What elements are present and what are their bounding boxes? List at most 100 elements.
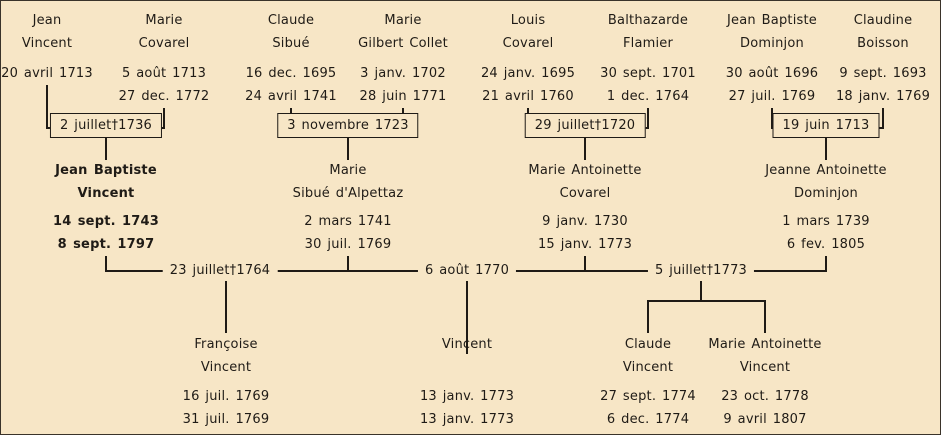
gen1-wife4-name: Claudine Boisson [854,9,913,55]
date-line: 24 janv. 1695 [480,66,576,81]
name-line: Marie [384,13,422,28]
name-line: Claude [267,13,315,28]
marriage-date-box: 2 juillet†1736 [49,113,163,138]
connector-line [105,256,107,272]
name-line: Jean [32,13,62,28]
date-line: 24 avril 1741 [245,89,337,104]
gen1-wife2-dates: 3 janv. 1702 28 juin 1771 [360,62,447,108]
date-line: 6 fev. 1805 [786,237,866,252]
name-line: Covarel [559,186,611,201]
date-line: 21 avril 1760 [482,89,574,104]
name-line: Françoise [194,337,258,352]
gen1-husband1-dates: 20 avril 1713 [1,62,93,85]
date-line: 1 mars 1739 [782,214,870,229]
name-line: Claude [624,337,672,352]
date-line: 15 janv. 1773 [537,237,633,252]
connector-line [347,256,349,272]
gen1-husband1-name: Jean Vincent [22,9,72,55]
name-line: Jeanne Antoinette [765,163,887,178]
connector-line [771,108,773,129]
descent-line [466,272,468,354]
name-line: Louis [510,13,546,28]
name-line: Vincent [441,337,493,352]
connector-line [882,108,884,129]
gen2-person1-dates: 14 sept. 1743 8 sept. 1797 [53,210,159,256]
date-line: 27 sept. 1774 [600,389,696,404]
gen1-wife2-name: Marie Gilbert Collet [358,9,448,55]
name-line: Vincent [200,360,252,375]
name-line: Flamier [622,36,674,51]
gen2-person3-dates: 9 janv. 1730 15 janv. 1773 [538,210,632,256]
connector-line [46,85,48,129]
descent-line [764,301,766,333]
marriage-date-box: 29 juillet†1720 [524,113,646,138]
gen2-person4-dates: 1 mars 1739 6 fev. 1805 [782,210,870,256]
date-line: 28 juin 1771 [359,89,447,104]
name-line: Covarel [138,36,190,51]
connector-line [647,108,649,129]
marriage-date-label: 23 juillet†1764 [162,261,278,281]
gen1-husband3-name: Louis Covarel [503,9,554,55]
gen1-wife1-name: Marie Covarel [139,9,190,55]
gen3-child4-dates: 23 oct. 1778 9 avril 1807 [721,385,809,431]
name-line: Jean Baptiste [727,13,817,28]
name-line: Gilbert Collet [358,36,448,51]
marriage-date-label: 5 juillet†1773 [647,261,755,281]
connector-line [163,108,165,129]
name-line: Marie Antoinette [528,163,642,178]
gen1-wife3-name: Balthazarde Flamier [608,9,688,55]
date-line: 2 mars 1741 [304,214,392,229]
connector-line [825,256,827,272]
name-line: Jean Baptiste [55,163,157,178]
sibling-line [647,300,766,302]
name-line: Vincent [622,360,674,375]
descent-line [105,138,107,160]
gen3-child1-dates: 16 juil. 1769 31 juil. 1769 [183,385,270,431]
descent-line [700,272,702,301]
date-line: 16 juil. 1769 [182,389,270,404]
name-line: Covarel [502,36,554,51]
date-line: 30 juil. 1769 [304,237,392,252]
gen1-husband4-name: Jean Baptiste Dominjon [727,9,817,55]
name-line: Sibué [272,36,310,51]
name-line: Sibué d'Alpettaz [292,186,404,201]
date-line: 3 janv. 1702 [360,66,446,81]
gen3-child1-name: Françoise Vincent [194,333,257,379]
marriage-date-box: 19 juin 1713 [772,113,880,138]
date-line: 13 janv. 1773 [419,412,515,427]
gen3-child4-name: Marie Antoinette Vincent [708,333,821,379]
gen1-wife1-dates: 5 août 1713 27 dec. 1772 [119,62,210,108]
name-line: Vincent [739,360,791,375]
date-line: 14 sept. 1743 [53,214,159,229]
date-line: 9 avril 1807 [723,412,807,427]
date-line: 23 oct. 1778 [721,389,809,404]
date-line: 9 sept. 1693 [839,66,927,81]
gen1-husband3-dates: 24 janv. 1695 21 avril 1760 [481,62,575,108]
name-line: Vincent [77,186,135,201]
date-line: 31 juil. 1769 [182,412,270,427]
name-line: Claudine [853,13,913,28]
date-line: 8 sept. 1797 [57,237,155,252]
gen1-wife3-dates: 30 sept. 1701 1 dec. 1764 [600,62,696,108]
date-line: 27 dec. 1772 [118,89,210,104]
connector-line [584,256,586,272]
date-line: 30 août 1696 [725,66,819,81]
date-line: 9 janv. 1730 [542,214,628,229]
gen2-person4-name: Jeanne Antoinette Dominjon [765,159,887,205]
name-line: Balthazarde [607,13,689,28]
date-line: 5 août 1713 [121,66,207,81]
date-line: 1 dec. 1764 [606,89,690,104]
gen2-person2-name: Marie Sibué d'Alpettaz [293,159,404,205]
descent-line [825,138,827,160]
descent-line [584,138,586,160]
date-line: 18 janv. 1769 [835,89,931,104]
date-line: 6 dec. 1774 [606,412,690,427]
name-line: Marie [329,163,367,178]
gen3-child3-dates: 27 sept. 1774 6 dec. 1774 [600,385,696,431]
marriage-date-box: 3 novembre 1723 [277,113,419,138]
gen1-husband2-name: Claude Sibué [268,9,314,55]
gen1-wife4-dates: 9 sept. 1693 18 janv. 1769 [836,62,930,108]
gen3-child3-name: Claude Vincent [623,333,673,379]
gen2-person2-dates: 2 mars 1741 30 juil. 1769 [304,210,392,256]
